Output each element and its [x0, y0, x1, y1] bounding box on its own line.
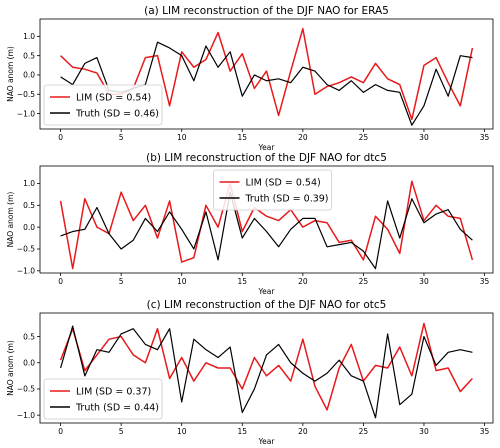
x-tick-label: 35 — [480, 277, 490, 286]
x-tick-label: 10 — [177, 427, 187, 436]
y-tick-label: −1.0 — [17, 411, 35, 420]
y-tick-label: −1.0 — [17, 109, 35, 118]
x-tick-label: 30 — [419, 427, 429, 436]
y-axis-label: NAO anom (m) — [6, 340, 15, 396]
x-tick-label: 15 — [238, 277, 248, 286]
legend: LIM (SD = 0.54) Truth (SD = 0.46) — [43, 84, 163, 126]
y-tick-label: −0.5 — [17, 245, 35, 254]
y-tick-label: 0.0 — [23, 223, 35, 232]
x-tick-label: 20 — [298, 133, 308, 142]
x-tick-label: 25 — [359, 133, 369, 142]
x-tick-label: 15 — [238, 427, 248, 436]
y-tick-label: 0.5 — [23, 51, 35, 60]
y-tick-label: 1.0 — [23, 179, 35, 188]
y-tick-label: 1.0 — [23, 32, 35, 41]
y-tick-label: 0.5 — [23, 201, 35, 210]
legend-label: LIM (SD = 0.54) — [76, 93, 151, 104]
x-tick-label: 30 — [419, 277, 429, 286]
chart-2: (b) LIM reconstruction of the DJF NAO fo… — [6, 152, 494, 296]
legend: LIM (SD = 0.37) Truth (SD = 0.44) — [43, 378, 163, 420]
legend: LIM (SD = 0.54) Truth (SD = 0.39) — [213, 169, 332, 211]
y-tick-label: 0.0 — [23, 71, 35, 80]
legend-box — [43, 378, 163, 420]
chart-title: (a) LIM reconstruction of the DJF NAO fo… — [144, 5, 389, 17]
plot-frame — [39, 18, 494, 130]
series-line-truth — [60, 191, 473, 270]
chart-3: (c) LIM reconstruction of the DJF NAO fo… — [6, 299, 494, 446]
x-axis-label: Year — [258, 287, 276, 296]
x-tick-label: 20 — [298, 427, 308, 436]
x-axis-label: Year — [258, 143, 276, 152]
legend-box — [213, 169, 332, 211]
y-axis-label: NAO anom (m) — [6, 192, 15, 248]
x-tick-label: 5 — [119, 133, 124, 142]
x-tick-label: 25 — [359, 277, 369, 286]
series-line-truth — [60, 325, 473, 419]
x-tick-label: 10 — [177, 277, 187, 286]
legend-label: LIM (SD = 0.54) — [246, 178, 321, 189]
x-tick-label: 20 — [298, 277, 308, 286]
plot-frame — [39, 312, 494, 424]
y-tick-label: −0.5 — [17, 90, 35, 99]
x-tick-label: 5 — [119, 427, 124, 436]
x-tick-label: 15 — [238, 133, 248, 142]
legend-label: Truth (SD = 0.44) — [75, 403, 159, 414]
x-tick-label: 0 — [58, 427, 63, 436]
plot-frame — [39, 165, 494, 274]
series-line-lim — [59, 322, 473, 411]
x-tick-label: 10 — [177, 133, 187, 142]
x-tick-label: 5 — [119, 277, 124, 286]
x-tick-label: 25 — [359, 427, 369, 436]
chart-1: (a) LIM reconstruction of the DJF NAO fo… — [6, 5, 494, 152]
y-tick-label: 0.5 — [23, 332, 35, 341]
x-tick-label: 30 — [419, 133, 429, 142]
x-tick-label: 0 — [58, 133, 63, 142]
y-axis-label: NAO anom (m) — [6, 46, 15, 102]
x-tick-label: 35 — [480, 427, 490, 436]
series-line-lim — [59, 180, 474, 270]
x-axis-label: Year — [258, 437, 276, 446]
chart-title: (c) LIM reconstruction of the DJF NAO fo… — [147, 299, 387, 311]
y-tick-label: −1.0 — [17, 267, 35, 276]
chart-title: (b) LIM reconstruction of the DJF NAO fo… — [146, 152, 387, 164]
legend-box — [43, 84, 163, 126]
x-tick-label: 0 — [58, 277, 63, 286]
x-tick-label: 35 — [480, 133, 490, 142]
legend-label: Truth (SD = 0.46) — [75, 109, 159, 120]
y-tick-label: 0.0 — [23, 358, 35, 367]
legend-label: Truth (SD = 0.39) — [245, 194, 329, 205]
legend-label: LIM (SD = 0.37) — [76, 387, 151, 398]
y-tick-label: −0.5 — [17, 385, 35, 394]
